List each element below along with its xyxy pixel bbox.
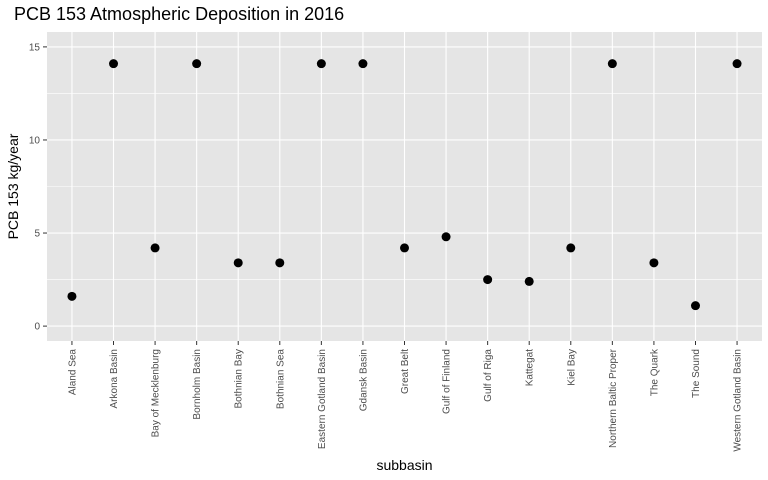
data-point [524, 276, 534, 286]
x-tick-label: Eastern Gotland Basin [317, 349, 328, 449]
data-point [483, 275, 493, 285]
data-point [192, 59, 202, 69]
x-tick-label: Gdansk Basin [358, 349, 369, 411]
x-tick-label: Bornholm Basin [192, 349, 203, 420]
x-tick-label: Bothnian Bay [234, 349, 245, 409]
x-tick-label: Kiel Bay [566, 349, 577, 386]
data-point [400, 243, 409, 253]
data-point [732, 59, 742, 69]
y-tick-label: 5 [34, 229, 40, 240]
x-tick-label: Gulf of Riga [483, 349, 494, 402]
x-tick-label: Bothnian Sea [275, 349, 286, 409]
y-tick-label: 15 [29, 42, 41, 53]
x-tick-label: Great Belt [400, 349, 411, 394]
y-axis-title: PCB 153 kg/year [5, 133, 21, 239]
y-axis-ticks: 0 5 10 15 [29, 42, 47, 333]
x-axis-title: subbasin [376, 457, 432, 473]
x-axis-ticks: Aland Sea Arkona Basin Bay of Mecklenburg B… [67, 341, 744, 452]
x-tick-label: Aland Sea [67, 349, 78, 396]
x-tick-label: Arkona Basin [109, 349, 120, 408]
x-tick-label: Western Gotland Basin [733, 349, 744, 452]
data-point [67, 291, 77, 301]
x-tick-label: The Quark [649, 348, 660, 396]
x-tick-label: Bay of Mecklenburg [151, 349, 162, 437]
data-point [649, 258, 659, 268]
data-point [109, 59, 119, 69]
data-point [690, 301, 700, 311]
data-point [358, 59, 368, 69]
data-point [607, 59, 617, 69]
data-point [316, 59, 326, 69]
data-points [67, 59, 742, 311]
y-tick-label: 10 [29, 135, 41, 146]
data-point [150, 243, 160, 253]
data-point [233, 258, 243, 268]
grid-major [47, 32, 762, 341]
data-point [441, 232, 451, 242]
x-tick-label: Northern Baltic Proper [608, 348, 619, 448]
data-point [566, 243, 576, 253]
x-tick-label: The Sound [691, 349, 702, 398]
x-tick-label: Gulf of Finland [442, 349, 453, 414]
y-tick-label: 0 [34, 322, 40, 333]
x-tick-label: Kattegat [525, 349, 536, 386]
chart-title: PCB 153 Atmospheric Deposition in 2016 [14, 4, 345, 24]
data-point [275, 258, 285, 268]
